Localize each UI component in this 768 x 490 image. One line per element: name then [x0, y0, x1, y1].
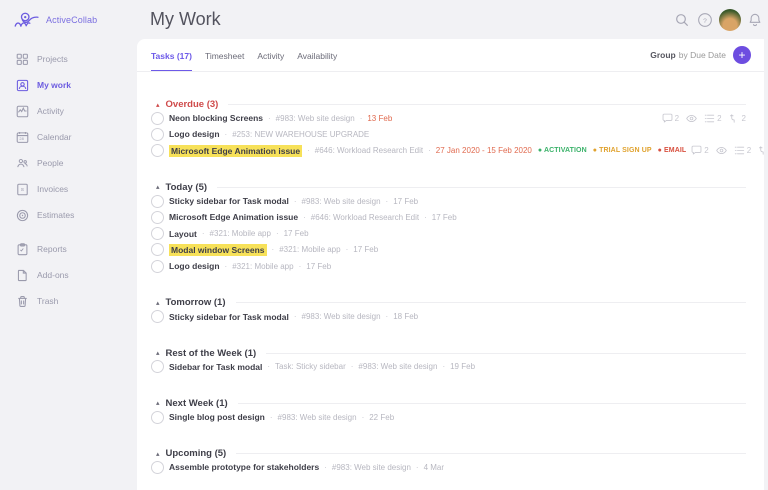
svg-text:28: 28: [19, 135, 23, 140]
svg-text:S: S: [21, 186, 25, 192]
svg-text:?: ?: [703, 18, 707, 25]
